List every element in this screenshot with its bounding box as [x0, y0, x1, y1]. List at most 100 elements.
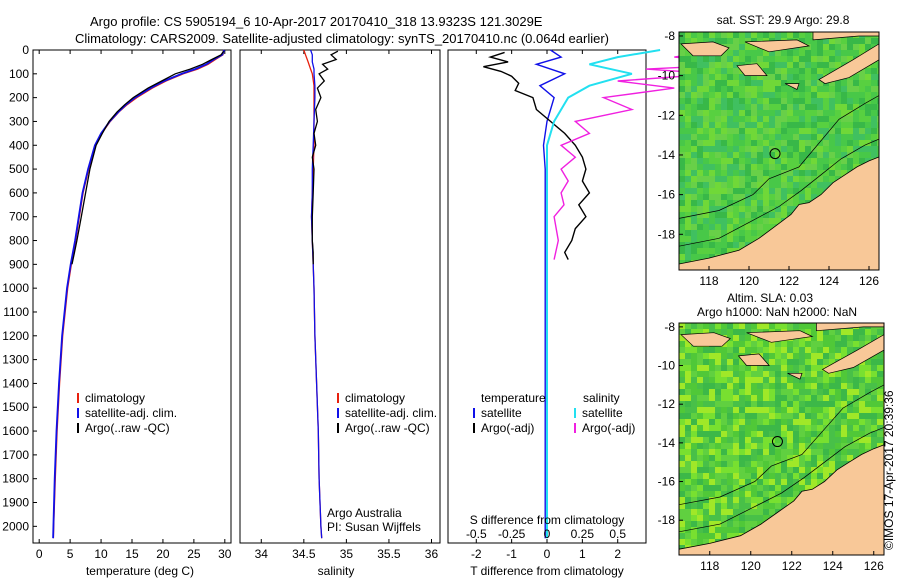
p-map1-cell — [685, 176, 691, 182]
p-map1-cell — [685, 230, 691, 236]
p-map2-cell — [853, 395, 859, 401]
p-map2-ytick-label: -16 — [658, 475, 676, 489]
p-map2-cell — [865, 419, 871, 425]
p-map1-cell — [793, 158, 799, 164]
p-map1-cell — [721, 248, 727, 254]
p-map2-cell — [691, 413, 697, 419]
p-map1-cell — [709, 176, 715, 182]
p-map1-cell — [709, 110, 715, 116]
p-map1-cell — [829, 152, 835, 158]
p-map2-island — [787, 372, 803, 380]
p-map1-cell — [691, 122, 697, 128]
p-map1-cell — [739, 98, 745, 104]
p-map1-cell — [691, 62, 697, 68]
p-map1-cell — [679, 242, 685, 248]
p-map1-cell — [691, 98, 697, 104]
p-map2-cell — [751, 449, 757, 455]
p-map2-cell — [859, 425, 865, 431]
p-map2-cell — [703, 425, 709, 431]
p-map1-cell — [685, 254, 691, 260]
p-map1-cell — [859, 80, 865, 86]
p-map2-cell — [817, 359, 823, 365]
p-map1-cell — [769, 92, 775, 98]
p-map1-cell — [835, 62, 841, 68]
p-map2-cell — [799, 479, 805, 485]
p-map1-island — [744, 39, 811, 53]
p-map2-cell — [691, 401, 697, 407]
p-map2-cell — [763, 395, 769, 401]
p-map1-cell — [745, 170, 751, 176]
p-map1-cell — [709, 68, 715, 74]
p-map2-cell — [793, 401, 799, 407]
p-map2-cell — [757, 371, 763, 377]
p-map1-cell — [745, 38, 751, 44]
p-map1-cell — [823, 164, 829, 170]
p-map2-cell — [727, 509, 733, 515]
p-map2-cell — [781, 467, 787, 473]
p-map2-cell — [757, 413, 763, 419]
p-map1-cell — [691, 242, 697, 248]
p-map1-cell — [769, 134, 775, 140]
p-map1-cell — [775, 152, 781, 158]
p-map2-cell — [739, 515, 745, 521]
p-map2-cell — [739, 467, 745, 473]
p-map1-cell — [703, 86, 709, 92]
p-map2-cell — [757, 347, 763, 353]
p-map1-cell — [715, 62, 721, 68]
p-map2-cell — [757, 419, 763, 425]
p-map1-cell — [721, 98, 727, 104]
p-map1-cell — [823, 152, 829, 158]
p-map1-cell — [775, 122, 781, 128]
p-map1-cell — [733, 86, 739, 92]
p-map2-cell — [721, 443, 727, 449]
p-map1-cell — [799, 158, 805, 164]
p-map2-cell — [829, 443, 835, 449]
p-map1-cell — [769, 206, 775, 212]
p-map1-cell — [859, 98, 865, 104]
p-map2-cell — [781, 371, 787, 377]
p-map1-cell — [817, 80, 823, 86]
p-map2-cell — [691, 419, 697, 425]
p-map1-cell — [805, 80, 811, 86]
p-map2-cell — [763, 473, 769, 479]
p-map2-cell — [853, 389, 859, 395]
p-map2-cell — [763, 455, 769, 461]
p-map1-cell — [739, 122, 745, 128]
p-map1-cell — [685, 182, 691, 188]
p-map1-cell — [721, 164, 727, 170]
p-map1-cell — [715, 188, 721, 194]
p-map1-cell — [775, 116, 781, 122]
p-map1-cell — [781, 146, 787, 152]
p-map2-cell — [793, 365, 799, 371]
p-map2-cell — [721, 389, 727, 395]
p-map1-cell — [733, 164, 739, 170]
p-map1-cell — [847, 116, 853, 122]
p-map2-cell — [847, 329, 853, 335]
p-map1-cell — [739, 212, 745, 218]
p-map1-cell — [805, 134, 811, 140]
p-map1-cell — [757, 176, 763, 182]
p-map1-cell — [829, 170, 835, 176]
p-map2-cell — [697, 437, 703, 443]
p-map2-cell — [763, 383, 769, 389]
p-map1-cell — [697, 110, 703, 116]
p-map1-cell — [727, 104, 733, 110]
p-map1-cell — [781, 188, 787, 194]
p-map2-cell — [763, 491, 769, 497]
p-map2-cell — [811, 437, 817, 443]
p-map2-cell — [787, 395, 793, 401]
p-map2-cell — [823, 473, 829, 479]
p-map1-cell — [793, 104, 799, 110]
p-map2-cell — [763, 407, 769, 413]
p-map1-cell — [703, 176, 709, 182]
p-map2-cell — [685, 377, 691, 383]
p-map2-cell — [859, 371, 865, 377]
p-map1-cell — [679, 206, 685, 212]
p-map2-cell — [769, 443, 775, 449]
p-map1-cell — [685, 194, 691, 200]
p-map2-cell — [733, 443, 739, 449]
p-map1-cell — [823, 92, 829, 98]
p-map2-cell — [751, 377, 757, 383]
p-diff-series-3 — [553, 51, 746, 260]
